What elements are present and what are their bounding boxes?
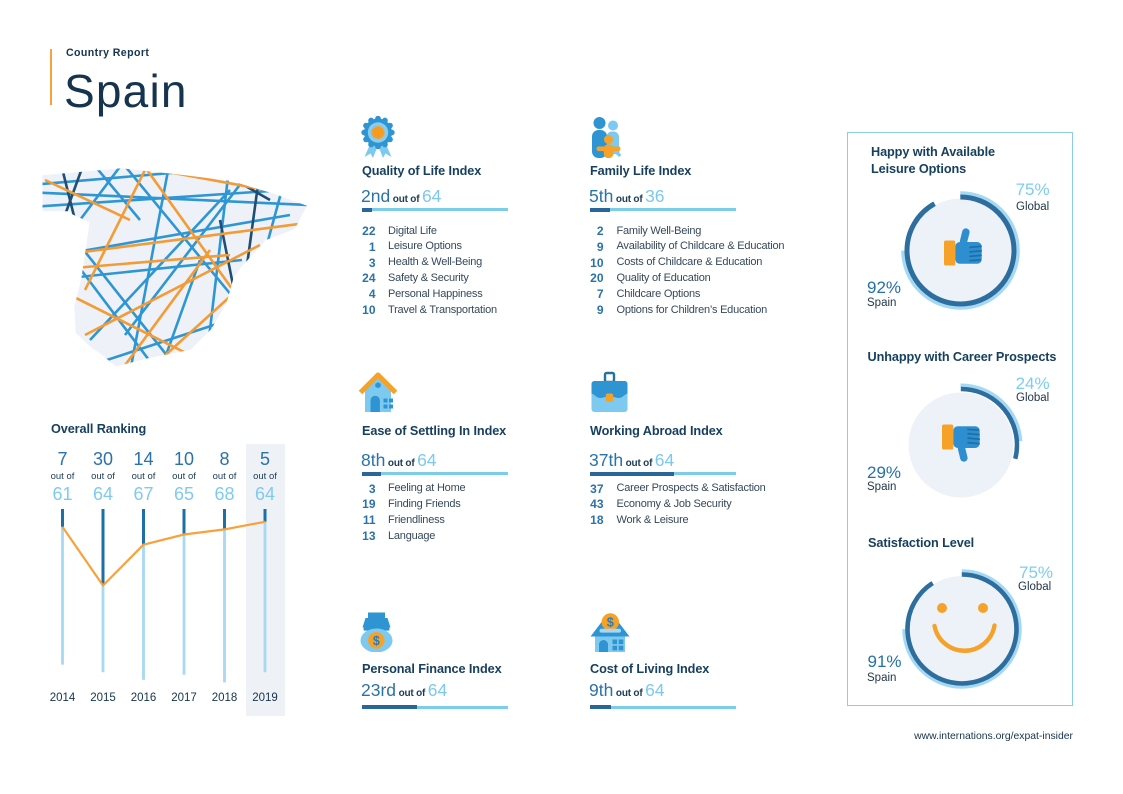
svg-text:$: $: [373, 634, 380, 648]
svg-text:$: $: [607, 616, 614, 630]
